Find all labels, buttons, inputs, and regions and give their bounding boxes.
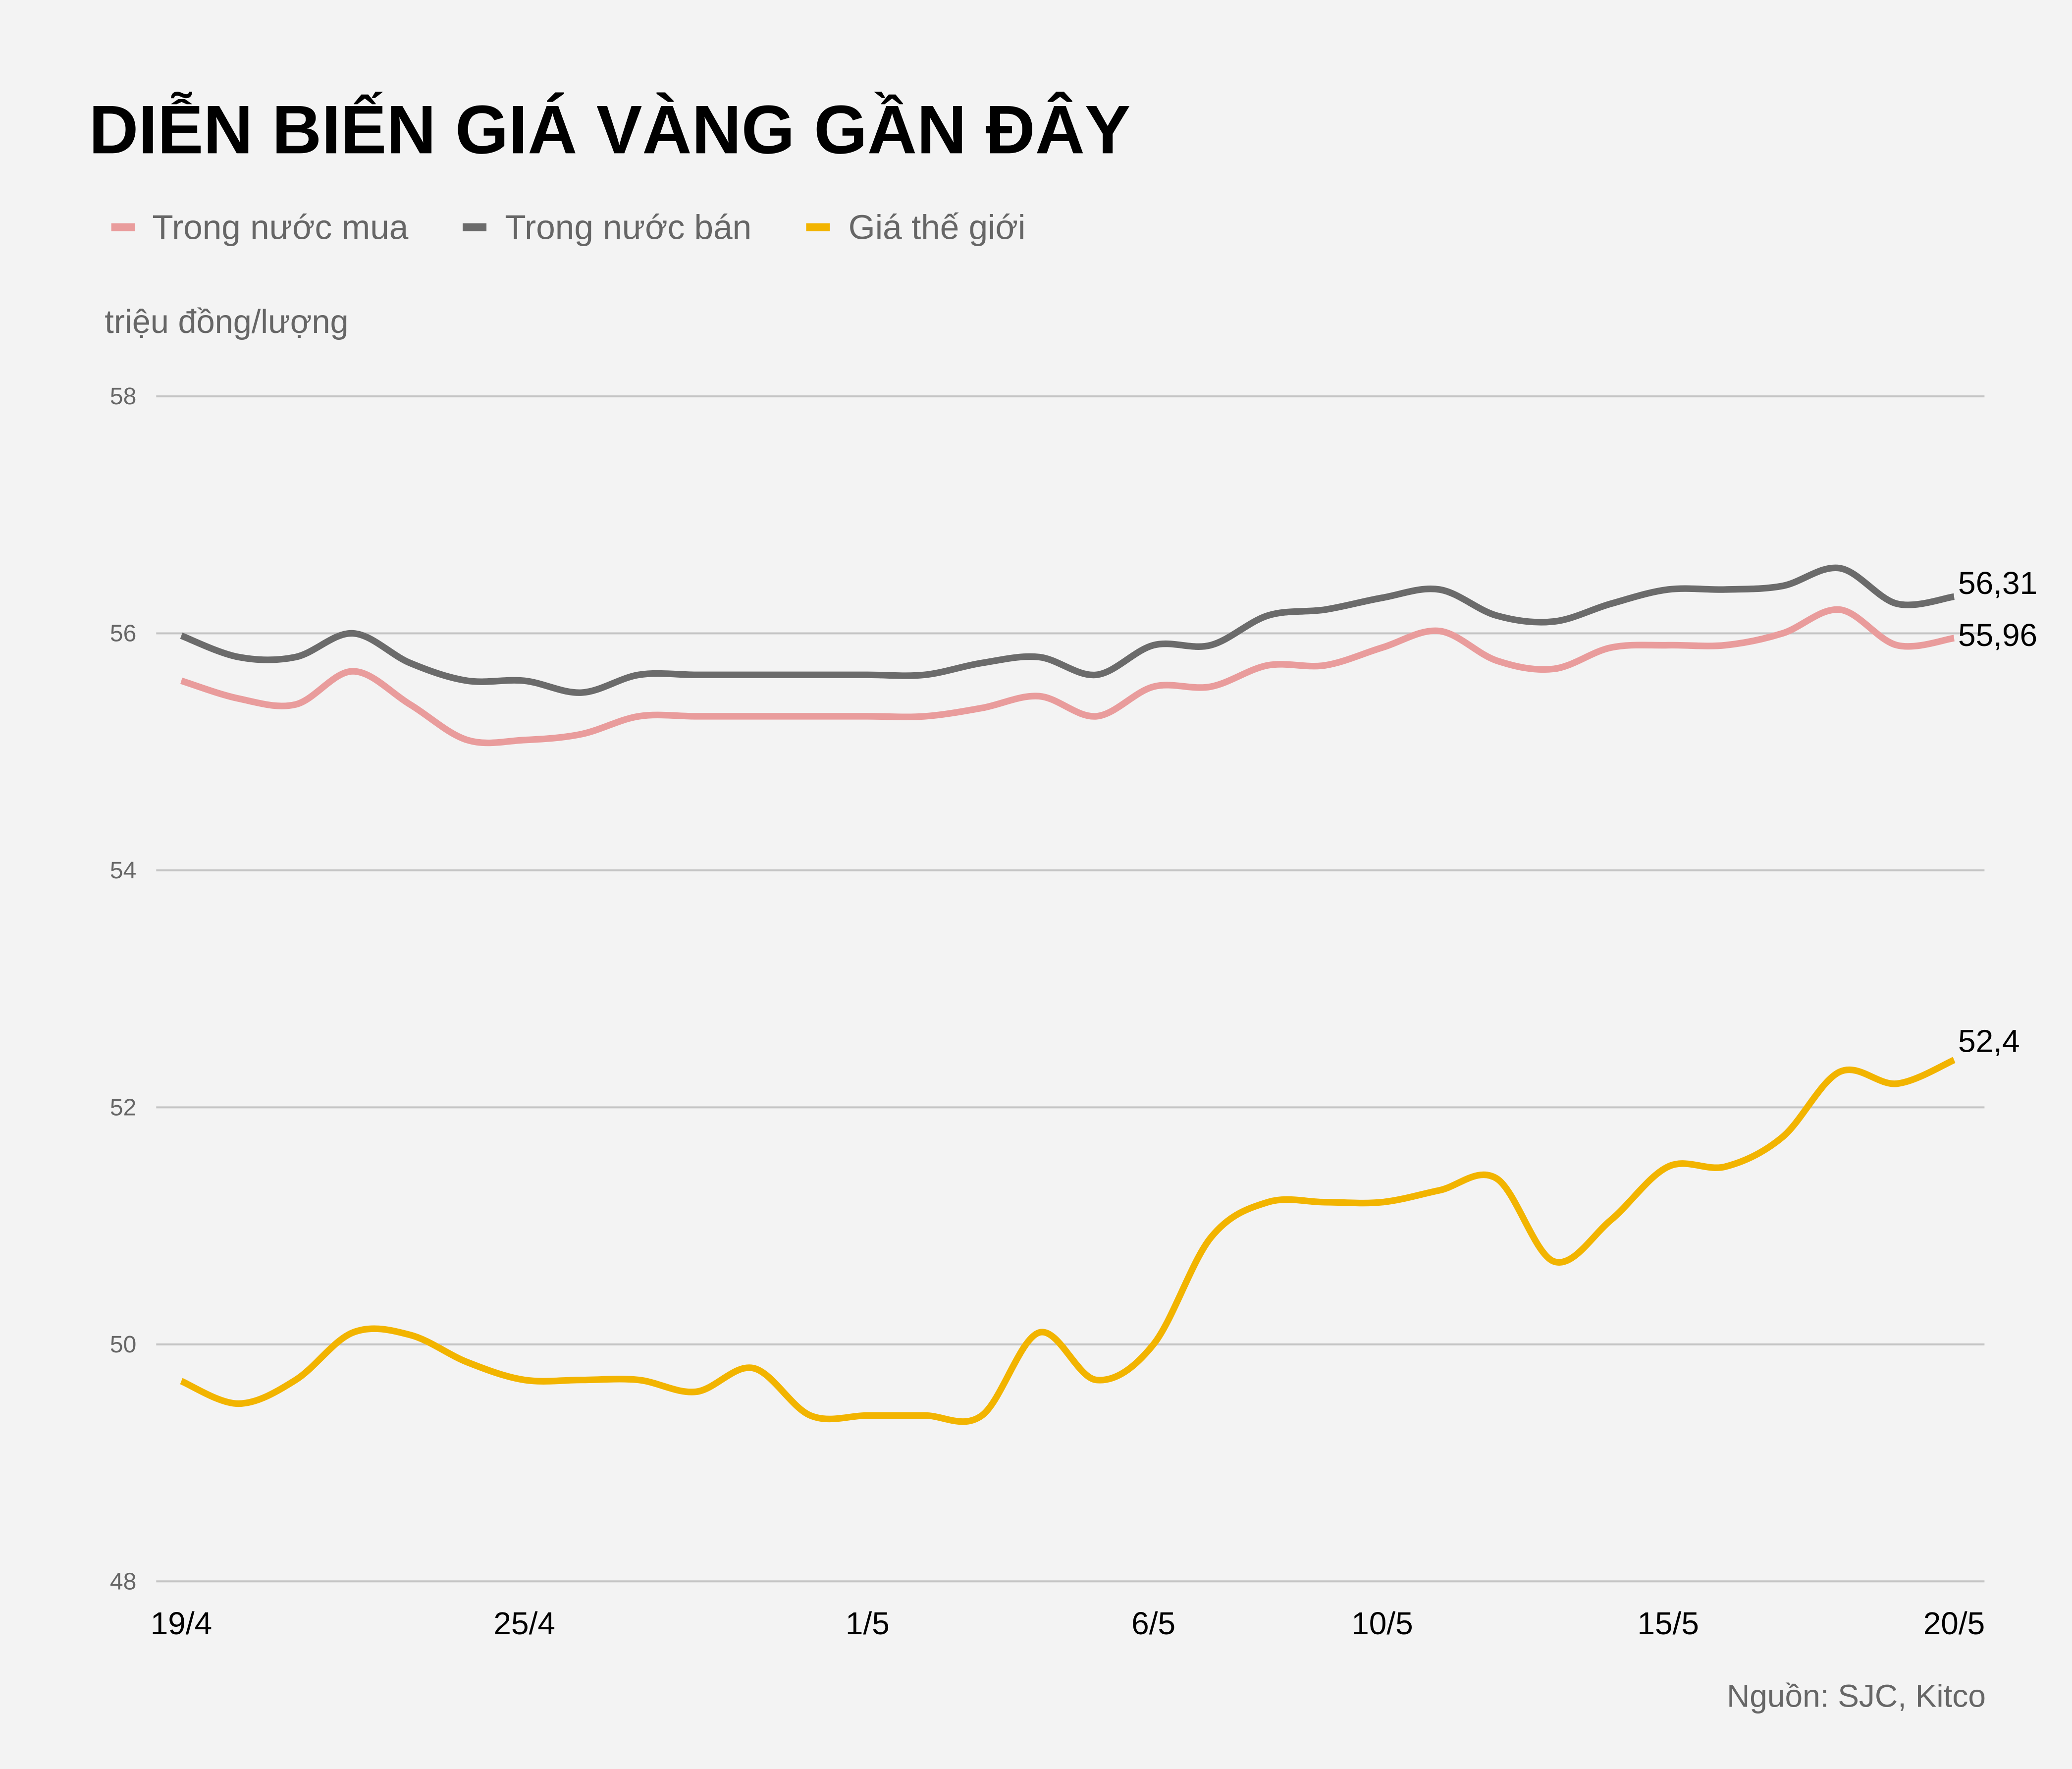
x-tick-label: 10/5 <box>1351 1606 1413 1641</box>
series-line-2 <box>180 1057 1956 1425</box>
legend-swatch <box>111 223 135 231</box>
legend-label: Trong nước mua <box>152 208 408 247</box>
legend-swatch <box>806 223 830 231</box>
x-tick-labels: 19/4 25/4 1/5 6/5 10/5 15/5 20/5 <box>151 1606 1985 1641</box>
gridlines <box>156 395 1985 1583</box>
legend-item-trong-nuoc-mua: Trong nước mua <box>111 208 409 247</box>
legend-label: Giá thế giới <box>849 208 1026 247</box>
y-tick-label: 52 <box>110 1094 136 1121</box>
end-value-label: 56,31 <box>1958 565 2037 601</box>
y-tick-label: 54 <box>110 858 136 884</box>
y-tick-label: 58 <box>110 383 136 410</box>
legend-swatch <box>463 223 487 231</box>
end-value-label: 52,4 <box>1958 1023 2020 1059</box>
legend-label: Trong nước bán <box>505 208 751 247</box>
series-line-1 <box>180 564 1955 696</box>
end-labels: 55,96 56,31 52,4 <box>1958 565 2037 1059</box>
legend-item-trong-nuoc-ban: Trong nước bán <box>463 208 751 247</box>
chart-title: DIỄN BIẾN GIÁ VÀNG GẦN ĐÂY <box>89 91 1130 168</box>
x-tick-label: 15/5 <box>1637 1606 1699 1641</box>
x-tick-label: 6/5 <box>1131 1606 1175 1641</box>
y-tick-label: 56 <box>110 621 136 647</box>
x-tick-label: 1/5 <box>846 1606 890 1641</box>
legend-item-gia-the-gioi: Giá thế giới <box>806 208 1025 247</box>
y-tick-label: 50 <box>110 1332 136 1358</box>
series-line-0 <box>180 606 1955 747</box>
x-tick-label: 25/4 <box>493 1606 555 1641</box>
source-note: Nguồn: SJC, Kitco <box>1727 1678 1986 1714</box>
y-tick-label: 48 <box>110 1568 136 1595</box>
series-lines <box>180 564 1956 1425</box>
y-tick-labels: 48 50 52 54 56 58 <box>110 383 136 1595</box>
x-tick-label: 19/4 <box>151 1606 213 1641</box>
x-tick-label: 20/5 <box>1923 1606 1985 1641</box>
y-axis-unit-label: triệu đồng/lượng <box>105 304 348 340</box>
end-value-label: 55,96 <box>1958 617 2037 653</box>
legend: Trong nước mua Trong nước bán Giá thế gi… <box>111 208 1025 247</box>
